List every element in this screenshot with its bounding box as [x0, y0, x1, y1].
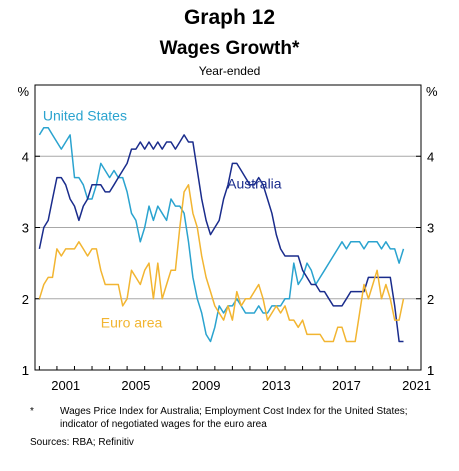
series-line-euro-area [38, 184, 405, 343]
y-tick-label-left-min: 1 [22, 363, 29, 378]
series-line-united-states [38, 126, 405, 343]
y-tick-label-right-min: 1 [427, 363, 434, 378]
chart-subtitle: Year-ended [198, 64, 261, 78]
sources-note: Sources: RBA; Refinitiv [30, 437, 134, 448]
y-tick-label-right-1: 1 [427, 363, 434, 378]
y-tick-label-right-4: 4 [427, 149, 434, 164]
y-tick-label-left-2: 2 [22, 292, 29, 307]
y-tick-label-left-3: 3 [22, 221, 29, 236]
x-tick-label-2013: 2013 [262, 378, 291, 393]
footnote-text: Wages Price Index for Australia; Employm… [60, 406, 408, 430]
y-tick-label-right-3: 3 [427, 221, 434, 236]
footnote-marker: * [30, 406, 34, 417]
y-tick-label-left-1: 1 [22, 363, 29, 378]
chart-title: Wages Growth* [159, 38, 300, 59]
graph-number: Graph 12 [183, 6, 276, 29]
x-tick-label-2005: 2005 [121, 378, 150, 393]
y-tick-label-right-2: 2 [427, 292, 434, 307]
series-label-united-states: United States [43, 108, 127, 124]
x-tick-label-2001: 2001 [51, 378, 80, 393]
series-label-euro-area: Euro area [101, 314, 163, 330]
x-tick-label-2021: 2021 [402, 378, 431, 393]
x-tick-label-2009: 2009 [192, 378, 221, 393]
y-unit-left: % [17, 84, 29, 99]
x-tick-label-2017: 2017 [332, 378, 361, 393]
series-line-australia [38, 134, 404, 343]
y-tick-label-left-4: 4 [22, 149, 29, 164]
y-unit-right: % [426, 84, 438, 99]
series-label-australia: Australia [227, 175, 282, 191]
